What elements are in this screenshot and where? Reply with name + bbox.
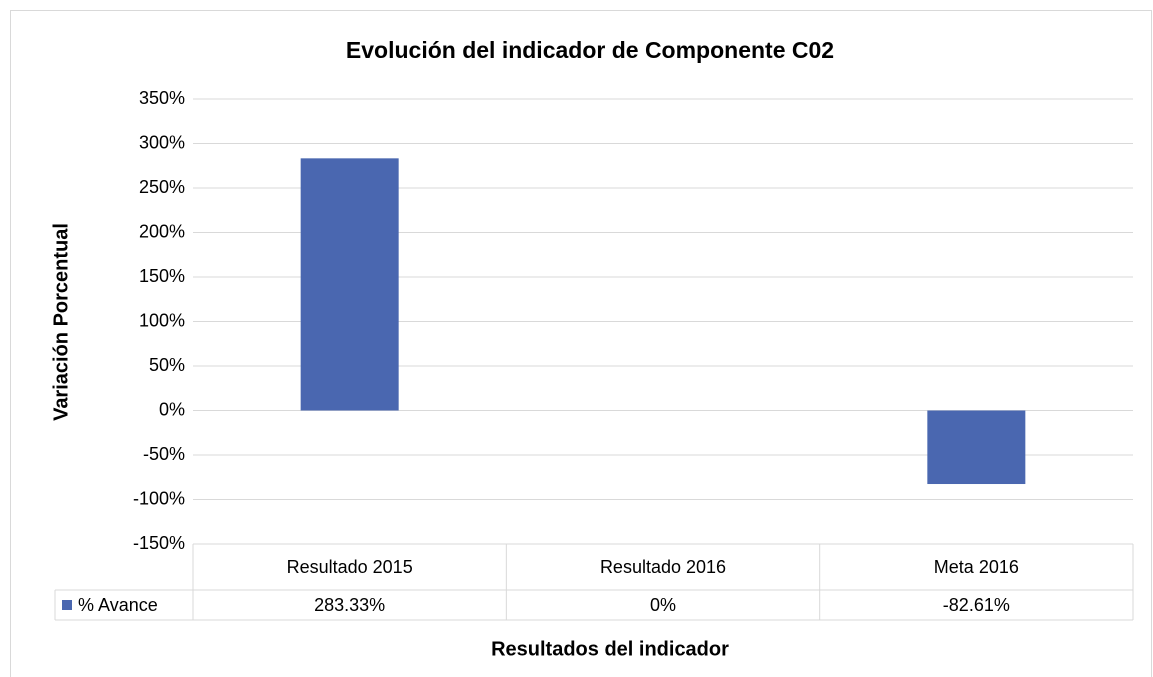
x-tick-label: Meta 2016 — [934, 557, 1019, 577]
y-tick-label: 50% — [149, 355, 185, 375]
y-axis-title: Variación Porcentual — [50, 223, 72, 421]
legend-label: % Avance — [78, 595, 158, 615]
table-value: 0% — [650, 595, 676, 615]
y-tick-label: 250% — [139, 177, 185, 197]
chart-title: Evolución del indicador de Componente C0… — [346, 37, 834, 63]
chart-frame — [10, 10, 1152, 677]
x-axis-title: Resultados del indicador — [491, 638, 729, 660]
y-tick-label: 200% — [139, 221, 185, 241]
y-tick-label: 350% — [139, 88, 185, 108]
y-tick-label: 150% — [139, 266, 185, 286]
bar — [927, 410, 1026, 485]
y-tick-label: -50% — [143, 444, 185, 464]
x-tick-label: Resultado 2015 — [287, 557, 413, 577]
y-tick-label: -150% — [133, 533, 185, 553]
x-tick-label: Resultado 2016 — [600, 557, 726, 577]
y-tick-label: 100% — [139, 310, 185, 330]
table-value: -82.61% — [943, 595, 1010, 615]
y-tick-label: 300% — [139, 132, 185, 152]
y-tick-label: -100% — [133, 488, 185, 508]
y-tick-label: 0% — [159, 399, 185, 419]
table-value: 283.33% — [314, 595, 385, 615]
legend-key — [62, 600, 72, 610]
bar — [300, 158, 399, 411]
